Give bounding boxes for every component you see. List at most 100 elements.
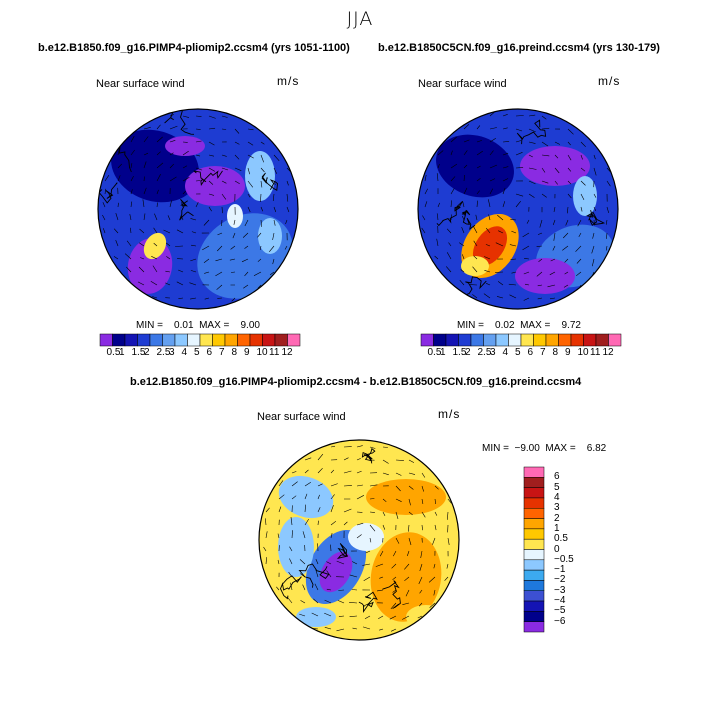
wind-vector: [364, 615, 371, 620]
wind-vector: [324, 612, 332, 617]
wind-vector: [125, 266, 132, 273]
wind-vector: [489, 178, 496, 182]
wind-vector: [511, 271, 517, 274]
colorbar-swatch: [523, 487, 545, 499]
colorbar-swatch: [174, 333, 188, 347]
panel1-minmax: MIN = 0.01 MAX = 9.00: [136, 320, 260, 331]
wind-vector: [317, 483, 323, 487]
wind-vector: [379, 576, 384, 579]
wind-vector: [349, 574, 358, 578]
wind-vector: [352, 627, 358, 630]
wind-vector: [382, 446, 388, 448]
wind-vector: [143, 161, 147, 169]
wind-vector: [541, 180, 549, 184]
wind-vector: [152, 265, 158, 273]
wind-vector: [528, 167, 537, 170]
wind-vector: [215, 271, 223, 277]
wind-vector: [606, 232, 608, 239]
wind-vector: [463, 124, 470, 130]
wind-vector: [369, 537, 372, 543]
wind-vector: [178, 269, 184, 273]
wind-vector: [446, 252, 452, 260]
wind-vector: [436, 173, 439, 182]
wind-vector: [580, 193, 585, 201]
colorbar-swatch: [523, 559, 545, 571]
wind-vector: [446, 228, 452, 234]
wind-vector: [288, 571, 293, 578]
wind-vector: [382, 459, 389, 464]
wind-vector: [356, 458, 361, 461]
wind-vector: [379, 628, 384, 631]
wind-vector: [287, 596, 293, 604]
wind-vector: [221, 128, 227, 130]
wind-vector: [313, 598, 319, 604]
wind-vector: [143, 136, 149, 143]
wind-vector: [450, 176, 456, 182]
contour-region: [573, 176, 597, 216]
wind-vector: [502, 114, 508, 117]
wind-vector: [447, 537, 450, 545]
colorbar-label: 11: [590, 347, 601, 358]
wind-vector: [369, 498, 375, 500]
wind-vector: [140, 257, 145, 260]
wind-vector: [462, 254, 465, 260]
wind-vector: [483, 293, 491, 299]
wind-vector: [195, 115, 202, 117]
wind-vector: [154, 213, 158, 221]
wind-vector: [247, 193, 251, 198]
wind-vector: [337, 600, 345, 604]
wind-vector: [592, 232, 595, 239]
panel2-colorbar-labels: 0.5 1 1.5 2 2.5 3 4 5 6 7 8 9 10 11 12: [421, 347, 621, 361]
wind-vector: [485, 283, 491, 286]
colorbar-swatch: [483, 333, 497, 347]
wind-vector: [447, 511, 449, 520]
wind-vector: [104, 188, 107, 195]
colorbar-label: 2: [144, 347, 150, 358]
wind-vector: [269, 271, 275, 276]
wind-vector: [230, 271, 236, 273]
wind-vector: [593, 219, 595, 226]
coastline: [298, 563, 330, 588]
wind-vector: [476, 140, 482, 143]
wind-vector: [208, 167, 216, 172]
colorbar-swatch: [187, 333, 201, 347]
wind-vector: [419, 589, 423, 594]
wind-vector: [382, 511, 386, 517]
wind-vector: [356, 484, 363, 487]
colorbar-label: 1: [440, 347, 446, 358]
wind-vector: [304, 457, 312, 461]
colorbar-label: 5: [515, 347, 521, 358]
wind-vector: [130, 189, 133, 195]
colorbar-swatch: [420, 333, 434, 347]
colorbar-label: 1: [119, 347, 125, 358]
wind-vector: [541, 127, 550, 130]
wind-vector: [330, 520, 337, 526]
colorbar-swatch: [523, 621, 545, 633]
colorbar-label: 1.5: [131, 347, 146, 358]
wind-vector: [528, 154, 533, 158]
wind-vector: [269, 245, 275, 252]
wind-vector: [234, 128, 240, 134]
colorbar-swatch: [249, 333, 263, 347]
wind-vector: [195, 202, 199, 208]
wind-vector: [528, 114, 536, 117]
wind-vector: [338, 589, 345, 591]
colorbar-swatch: [162, 333, 176, 347]
wind-vector: [402, 615, 410, 620]
wind-vector: [343, 457, 349, 461]
wind-vector: [476, 150, 483, 156]
wind-vector: [290, 517, 293, 526]
wind-vector: [549, 297, 556, 300]
colorbar-swatch: [523, 600, 545, 612]
wind-vector: [434, 511, 438, 516]
wind-vector: [151, 256, 158, 260]
wind-vector: [349, 615, 358, 617]
wind-vector: [567, 154, 572, 161]
wind-vector: [541, 115, 547, 120]
wind-vector: [165, 282, 171, 286]
wind-vector: [278, 506, 282, 513]
panel1-map: [97, 108, 299, 310]
wind-vector: [182, 176, 190, 182]
wind-vector: [143, 187, 147, 195]
wind-vector: [515, 140, 522, 143]
